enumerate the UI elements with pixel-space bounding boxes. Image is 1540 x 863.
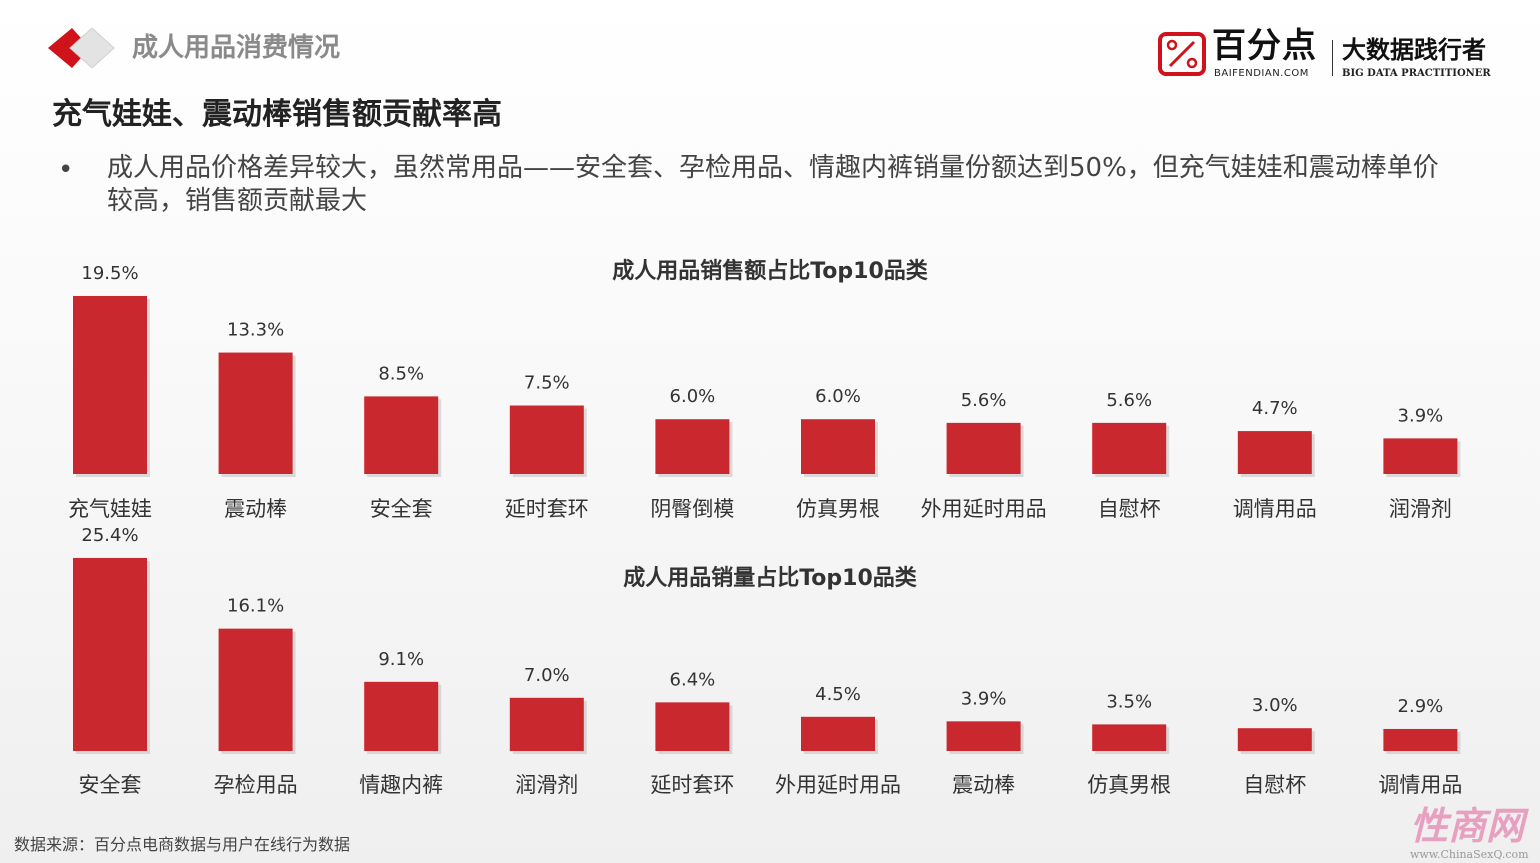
body-text: 成人用品价格差异较大，虽然常用品——安全套、孕检用品、情趣内裤销量份额达到50%… bbox=[107, 153, 1439, 216]
data-label: 6.0% bbox=[815, 386, 861, 407]
bar bbox=[218, 628, 293, 751]
data-label: 8.5% bbox=[378, 363, 424, 384]
category-label: 仿真男根 bbox=[796, 497, 880, 521]
bar bbox=[655, 702, 730, 751]
data-label: 3.5% bbox=[1106, 691, 1152, 712]
bar bbox=[1383, 728, 1458, 751]
category-label: 安全套 bbox=[370, 497, 433, 521]
bar bbox=[509, 697, 584, 751]
data-label: 13.3% bbox=[227, 320, 284, 341]
bar bbox=[1237, 728, 1312, 751]
bar bbox=[1092, 422, 1167, 474]
bar bbox=[801, 716, 875, 751]
category-label: 润滑剂 bbox=[515, 773, 578, 797]
category-label: 自慰杯 bbox=[1098, 497, 1161, 521]
bar bbox=[509, 405, 584, 474]
data-label: 6.4% bbox=[670, 669, 716, 690]
bar bbox=[364, 681, 439, 751]
bar bbox=[946, 422, 1021, 474]
data-label: 7.0% bbox=[524, 665, 570, 686]
bar bbox=[218, 352, 293, 474]
watermark-url: www.ChinaSexQ.com bbox=[1410, 848, 1529, 861]
data-label: 3.9% bbox=[961, 688, 1007, 709]
data-label: 5.6% bbox=[1106, 390, 1152, 411]
category-label: 安全套 bbox=[79, 773, 142, 797]
data-label: 3.9% bbox=[1398, 405, 1444, 426]
category-label: 外用延时用品 bbox=[921, 497, 1047, 521]
logo-slogan-sub: BIG DATA PRACTITIONER bbox=[1342, 68, 1491, 79]
percent-logo-icon bbox=[1158, 32, 1206, 76]
percent-slash-icon bbox=[1168, 40, 1196, 68]
bar bbox=[946, 721, 1021, 751]
chart-title: 成人用品销量占比Top10品类 bbox=[623, 566, 918, 591]
category-label: 延时套环 bbox=[650, 773, 734, 797]
category-label: 延时套环 bbox=[505, 497, 589, 521]
logo-divider bbox=[1332, 40, 1333, 76]
data-label: 9.1% bbox=[378, 649, 424, 670]
data-label: 3.0% bbox=[1252, 695, 1298, 716]
category-label: 震动棒 bbox=[224, 497, 287, 521]
category-label: 润滑剂 bbox=[1389, 497, 1452, 521]
bar bbox=[1092, 724, 1167, 751]
data-label: 25.4% bbox=[81, 525, 138, 546]
category-label: 自慰杯 bbox=[1243, 773, 1306, 797]
data-label: 7.5% bbox=[524, 373, 570, 394]
data-label: 4.7% bbox=[1252, 398, 1298, 419]
data-label: 19.5% bbox=[81, 263, 138, 284]
bar bbox=[655, 419, 730, 474]
category-label: 充气娃娃 bbox=[68, 497, 152, 521]
data-label: 4.5% bbox=[815, 684, 861, 705]
chart-title: 成人用品销售额占比Top10品类 bbox=[612, 258, 929, 284]
logo-slogan: 大数据践行者 bbox=[1342, 35, 1486, 64]
bar bbox=[1383, 438, 1458, 474]
category-label: 阴臀倒模 bbox=[650, 497, 734, 521]
data-label: 2.9% bbox=[1398, 696, 1444, 717]
bar bbox=[801, 419, 875, 474]
bullet: • bbox=[58, 155, 74, 185]
logo-name: 百分点 bbox=[1212, 26, 1317, 66]
data-source: 数据来源：百分点电商数据与用户在线行为数据 bbox=[14, 835, 351, 854]
bar bbox=[73, 295, 147, 474]
watermark: 性商网 bbox=[1410, 804, 1525, 848]
percent-dot-icon bbox=[1166, 39, 1178, 51]
bar bbox=[364, 396, 439, 474]
category-label: 情趣内裤 bbox=[359, 773, 443, 797]
category-label: 仿真男根 bbox=[1087, 773, 1171, 797]
red-diamond-icon bbox=[48, 28, 90, 68]
category-label: 调情用品 bbox=[1233, 497, 1317, 521]
grey-diamond-icon bbox=[69, 27, 115, 69]
headline: 充气娃娃、震动棒销售额贡献率高 bbox=[52, 97, 502, 132]
category-label: 震动棒 bbox=[952, 773, 1015, 797]
bar bbox=[1237, 431, 1312, 474]
category-label: 外用延时用品 bbox=[775, 773, 901, 797]
data-label: 16.1% bbox=[227, 596, 284, 617]
section-title: 成人用品消费情况 bbox=[132, 33, 341, 63]
percent-dot-icon bbox=[1186, 57, 1198, 69]
data-label: 5.6% bbox=[961, 390, 1007, 411]
category-label: 孕检用品 bbox=[214, 773, 298, 797]
bar bbox=[73, 557, 147, 751]
category-label: 调情用品 bbox=[1378, 773, 1462, 797]
data-label: 6.0% bbox=[670, 386, 716, 407]
logo-sub: BAIFENDIAN.COM bbox=[1214, 68, 1309, 79]
